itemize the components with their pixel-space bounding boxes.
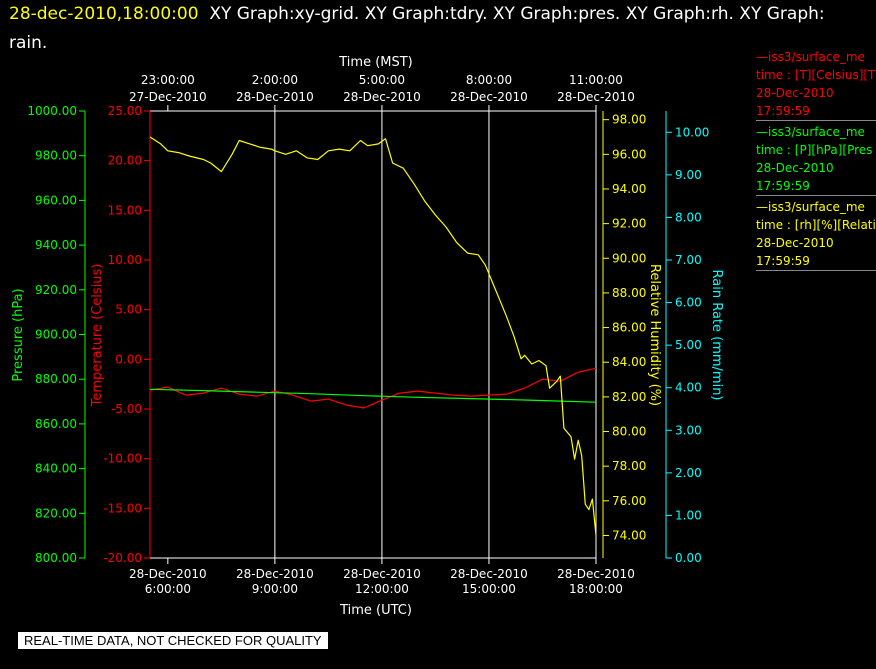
x-tick-label-time: 6:00:00 (145, 582, 191, 596)
rh-tick-label: 90.00 (612, 251, 646, 265)
x-tick-label-time: 8:00:00 (466, 73, 512, 87)
legend-series-name: —iss3/surface_me (756, 50, 865, 64)
temperature-tick-label: 20.00 (108, 154, 142, 168)
x-tick-label-date: 28-Dec-2010 (450, 90, 528, 104)
rh-tick-label: 96.00 (612, 147, 646, 161)
x-tick-label-date: 27-Dec-2010 (129, 90, 207, 104)
legend-series-name: —iss3/surface_me (756, 125, 865, 139)
pressure-axis-label: Pressure (hPa) (11, 288, 26, 381)
legend-series-units: time : [T][Celsius][T (756, 68, 876, 82)
x-tick-label-date: 28-Dec-2010 (450, 567, 528, 581)
x-tick-label-time: 18:00:00 (569, 582, 623, 596)
temperature-tick-label: -10.00 (103, 452, 142, 466)
x-tick-label-date: 28-Dec-2010 (236, 567, 314, 581)
temperature-tick-label: 25.00 (108, 104, 142, 118)
temperature-axis-label: Temperature (Celsius) (90, 264, 105, 408)
rain-axis-label: Rain Rate (mm/min) (709, 269, 724, 400)
pressure-series-line (149, 388, 597, 403)
plot-frame (149, 110, 597, 559)
legend-entry-rh: —iss3/surface_me time : [rh][%][Relati 2… (756, 198, 876, 271)
graph-header: 28-dec-2010,18:00:00 XY Graph:xy-grid. X… (0, 0, 860, 58)
rh-tick-label: 80.00 (612, 425, 646, 439)
rain-tick-label: 3.00 (675, 423, 702, 437)
rh-tick-label: 94.00 (612, 182, 646, 196)
legend-series-units: time : [rh][%][Relati (756, 218, 876, 232)
temperature-tick-label: -20.00 (103, 551, 142, 565)
rain-tick-label: 5.00 (675, 338, 702, 352)
header-graph-list: XY Graph:xy-grid. XY Graph:tdry. XY Grap… (209, 4, 825, 24)
top-axis-label: Time (MST) (338, 55, 413, 70)
legend-entry-temperature: —iss3/surface_me time : [T][Celsius][T 2… (756, 48, 876, 121)
rh-tick-label: 98.00 (612, 113, 646, 127)
legend-date: 28-Dec-2010 (756, 86, 834, 100)
rain-tick-label: 0.00 (675, 551, 702, 565)
header-graph-list-cont: rain. (9, 33, 48, 53)
x-tick-label-time: 23:00:00 (141, 73, 195, 87)
rh-tick-label: 92.00 (612, 217, 646, 231)
rain-tick-label: 2.00 (675, 466, 702, 480)
temperature-tick-label: 0.00 (115, 352, 142, 366)
legend-entry-pressure: —iss3/surface_me time : [P][hPa][Pres 28… (756, 123, 876, 196)
x-tick-label-date: 28-Dec-2010 (129, 567, 207, 581)
legend-time: 17:59:59 (756, 104, 810, 118)
legend-series-units: time : [P][hPa][Pres (756, 143, 873, 157)
rain-tick-label: 9.00 (675, 168, 702, 182)
x-tick-label-time: 5:00:00 (359, 73, 405, 87)
rain-tick-label: 6.00 (675, 296, 702, 310)
x-tick-label-date: 28-Dec-2010 (343, 90, 421, 104)
pressure-tick-label: 900.00 (35, 328, 77, 342)
rh-tick-label: 76.00 (612, 494, 646, 508)
rh-tick-label: 84.00 (612, 355, 646, 369)
x-tick-label-time: 2:00:00 (252, 73, 298, 87)
pressure-tick-label: 800.00 (35, 551, 77, 565)
rh-tick-label: 82.00 (612, 390, 646, 404)
bottom-axis-label: Time (UTC) (339, 603, 412, 618)
temperature-tick-label: 5.00 (115, 303, 142, 317)
rh-tick-label: 78.00 (612, 459, 646, 473)
temperature-tick-label: -5.00 (111, 402, 142, 416)
legend: —iss3/surface_me time : [T][Celsius][T 2… (756, 48, 876, 273)
pressure-tick-label: 860.00 (35, 417, 77, 431)
legend-time: 17:59:59 (756, 254, 810, 268)
x-tick-label-time: 9:00:00 (252, 582, 298, 596)
legend-date: 28-Dec-2010 (756, 236, 834, 250)
x-tick-label-time: 11:00:00 (569, 73, 623, 87)
pressure-tick-label: 920.00 (35, 283, 77, 297)
rh-axis-label: Relative Humidity (%) (647, 264, 662, 406)
legend-time: 17:59:59 (756, 179, 810, 193)
x-tick-label-date: 28-Dec-2010 (343, 567, 421, 581)
pressure-tick-label: 880.00 (35, 372, 77, 386)
rain-tick-label: 8.00 (675, 210, 702, 224)
rh-tick-label: 86.00 (612, 321, 646, 335)
pressure-tick-label: 980.00 (35, 149, 77, 163)
temperature-tick-label: 15.00 (108, 203, 142, 217)
x-tick-label-date: 28-Dec-2010 (557, 567, 635, 581)
rh-series-line (149, 136, 597, 536)
legend-date: 28-Dec-2010 (756, 161, 834, 175)
temperature-tick-label: 10.00 (108, 253, 142, 267)
header-datetime: 28-dec-2010,18:00:00 (9, 4, 199, 24)
pressure-tick-label: 1000.00 (27, 104, 77, 118)
x-tick-label-time: 12:00:00 (355, 582, 409, 596)
x-tick-label-date: 28-Dec-2010 (236, 90, 314, 104)
pressure-tick-label: 820.00 (35, 506, 77, 520)
pressure-tick-label: 840.00 (35, 462, 77, 476)
temperature-tick-label: -15.00 (103, 501, 142, 515)
rh-tick-label: 74.00 (612, 528, 646, 542)
rain-tick-label: 10.00 (675, 125, 709, 139)
legend-series-name: —iss3/surface_me (756, 200, 865, 214)
temperature-series-line (149, 367, 597, 409)
quality-warning-banner: REAL-TIME DATA, NOT CHECKED FOR QUALITY (18, 632, 328, 649)
rh-tick-label: 88.00 (612, 286, 646, 300)
pressure-tick-label: 960.00 (35, 193, 77, 207)
rain-tick-label: 7.00 (675, 253, 702, 267)
rain-tick-label: 1.00 (675, 508, 702, 522)
x-tick-label-date: 28-Dec-2010 (557, 90, 635, 104)
pressure-tick-label: 940.00 (35, 238, 77, 252)
rain-tick-label: 4.00 (675, 381, 702, 395)
x-tick-label-time: 15:00:00 (462, 582, 516, 596)
